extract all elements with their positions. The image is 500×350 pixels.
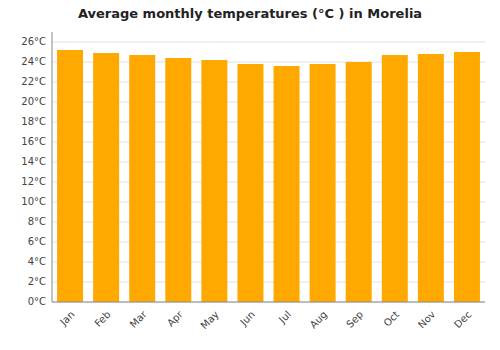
x-tick-label: Jun [237, 309, 257, 329]
chart-container: 0°C 2°C 4°C 6°C 8°C 10°C 12°C 14°C 16°C 18°C 20°C 2… [0, 0, 500, 350]
x-tick-label: Oct [381, 309, 401, 329]
y-tick-label: 8°C [28, 216, 46, 227]
title: Average monthly temperatures (°C ) in Mo… [78, 6, 422, 21]
grid-line [52, 302, 485, 303]
bars [57, 50, 480, 302]
y-tick-label: 2°C [28, 276, 46, 287]
x-tick-label: Nov [416, 309, 438, 331]
y-tick-label: 4°C [28, 256, 46, 267]
y-axis-line [52, 32, 53, 302]
bar [418, 54, 444, 302]
x-tick-label: Jul [276, 309, 293, 326]
bar [310, 64, 336, 302]
y-tick-label: 6°C [28, 236, 46, 247]
x-tick-label: May [198, 309, 220, 331]
y-tick-label: 22°C [21, 76, 46, 87]
y-tick-label: 20°C [21, 96, 46, 107]
bar [129, 55, 155, 302]
y-tick-label: 24°C [21, 56, 46, 67]
x-tick-label: Apr [165, 308, 186, 329]
y-tick-label: 14°C [21, 156, 46, 167]
x-tick-label: Aug [308, 309, 330, 331]
x-tick-label: Jan [57, 309, 76, 328]
y-tick-label: 0°C [28, 296, 46, 307]
bar [165, 58, 191, 302]
x-tick-label: Feb [92, 309, 112, 329]
bar [57, 50, 83, 302]
y-tick-label: 26°C [21, 36, 46, 47]
bar [382, 55, 408, 302]
grid [52, 42, 485, 302]
y-tick-label: 10°C [21, 196, 46, 207]
y-tick-label: 16°C [21, 136, 46, 147]
chart: 0°C 2°C 4°C 6°C 8°C 10°C 12°C 14°C 16°C 18°C 20°C 2… [0, 0, 500, 350]
x-tick-label: Sep [344, 309, 365, 330]
x-tick-label: Mar [128, 308, 150, 330]
y-tick-label: 18°C [21, 116, 46, 127]
x-tick-labels: Jan Feb Mar Apr May Jun Jul Aug Sep Oct Nov Dec [57, 308, 473, 331]
bar [201, 60, 227, 302]
bar [93, 53, 119, 302]
bar [274, 66, 300, 302]
grid-line [52, 42, 485, 43]
bar [454, 52, 480, 302]
bar [237, 64, 263, 302]
y-tick-labels: 0°C 2°C 4°C 6°C 8°C 10°C 12°C 14°C 16°C 18°C 20°C 2… [21, 36, 46, 307]
x-tick-label: Dec [452, 309, 473, 330]
y-tick-label: 12°C [21, 176, 46, 187]
bar [346, 62, 372, 302]
x-axis-line [52, 302, 485, 303]
